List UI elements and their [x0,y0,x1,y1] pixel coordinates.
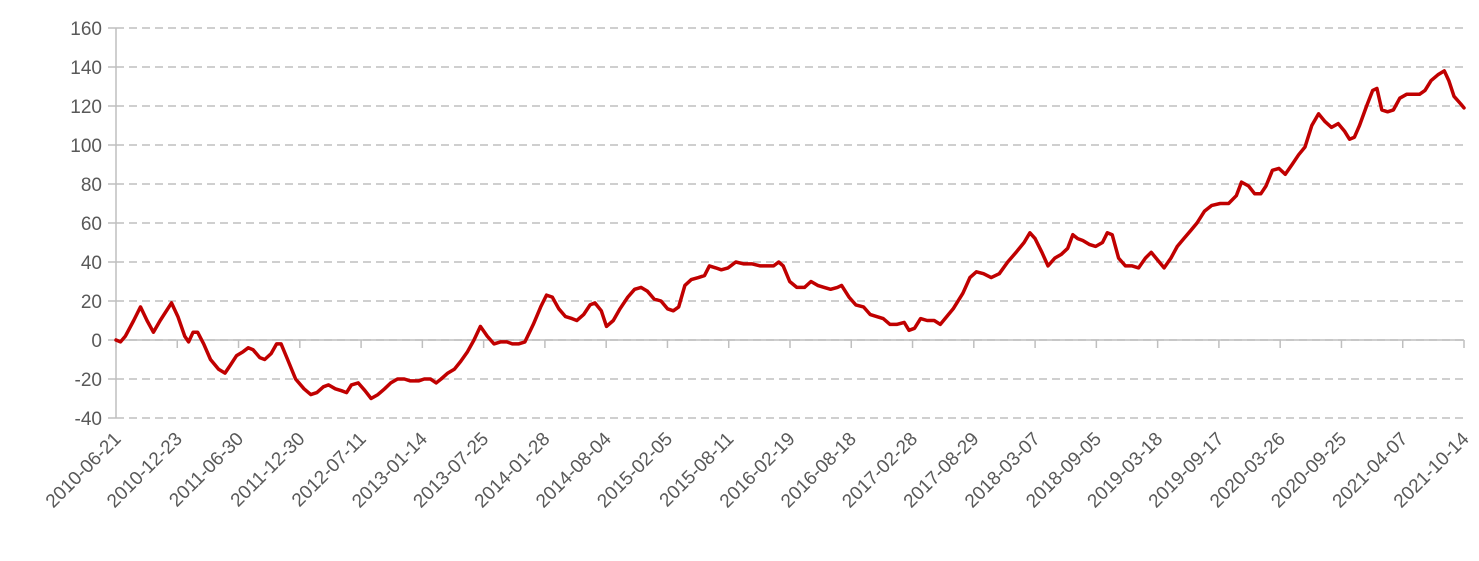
y-tick-label-10: 160 [70,19,102,40]
y-tick-label-4: 40 [81,253,102,274]
y-tick-label-9: 140 [70,58,102,79]
y-tick-label-1: -20 [75,370,102,391]
y-tick-label-5: 60 [81,214,102,235]
y-axis: -40 -20 0 20 40 60 80 100 120 140 160 [70,19,117,430]
y-tick-label-3: 20 [81,292,102,313]
y-tick-label-8: 120 [70,97,102,118]
series-layer [114,69,1466,401]
series-line-0 [114,69,1466,401]
y-tick-label-7: 100 [70,136,102,157]
y-tick-label-0: -40 [75,409,102,430]
y-tick-label-2: 0 [91,331,102,352]
x-axis: 2010-06-212010-12-232011-06-302011-12-30… [42,339,1474,512]
gridlines [116,27,1464,419]
y-tick-label-6: 80 [81,175,102,196]
